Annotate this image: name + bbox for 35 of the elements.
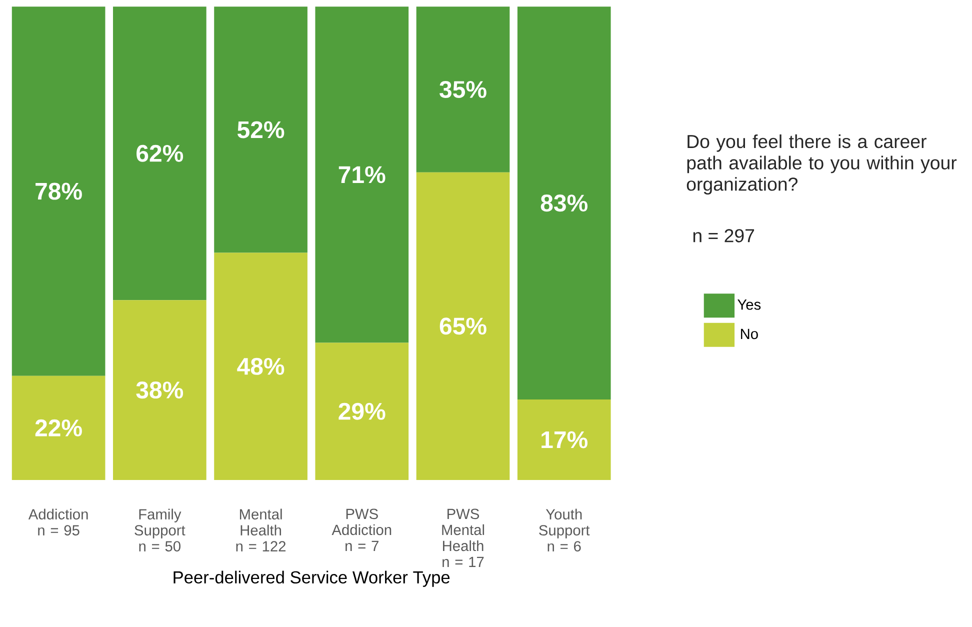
bar <box>517 6 611 400</box>
data-label: 35% <box>440 81 486 98</box>
data-label: 48% <box>237 358 284 376</box>
data-label: 38% <box>136 382 184 399</box>
data-label: 62% <box>136 145 184 162</box>
data-label: 22% <box>35 420 82 437</box>
bar <box>214 252 308 480</box>
x-tick-label: Family Support n = 50 <box>134 508 186 552</box>
data-label: 52% <box>237 121 284 138</box>
bar <box>315 342 409 480</box>
data-label: 17% <box>542 431 588 448</box>
x-tick-label: PWS Addiction n = 7 <box>332 508 392 552</box>
legend-label: Yes <box>738 300 761 310</box>
bar <box>214 6 308 253</box>
x-tick-label: Mental Health n = 122 <box>236 508 286 552</box>
bar <box>12 6 106 376</box>
data-label: 83% <box>540 194 588 212</box>
data-label: 29% <box>338 403 386 420</box>
data-label: 78% <box>36 182 82 200</box>
bar <box>113 300 206 480</box>
legend-label: No <box>741 329 758 340</box>
x-tick-label: Youth Support n = 6 <box>539 508 590 552</box>
x-tick-label: Addiction n = 95 <box>28 508 88 536</box>
bar <box>517 400 611 480</box>
bar <box>113 6 206 300</box>
data-label: 65% <box>440 318 486 335</box>
bar <box>416 6 510 172</box>
text: Do you feel there is a career path available to you within your organization? <box>686 134 957 195</box>
data-label: 71% <box>338 166 386 184</box>
bar <box>416 172 510 480</box>
x-axis-title: Peer-delivered Service Worker Type <box>174 570 450 588</box>
x-tick-label: PWS Mental Health n = 17 <box>442 508 484 568</box>
bar <box>12 376 106 480</box>
bar <box>315 6 409 343</box>
text: n = 297 <box>693 229 754 242</box>
